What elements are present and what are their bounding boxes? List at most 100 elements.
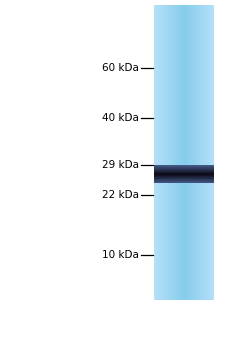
Bar: [163, 5, 164, 300]
Bar: [206, 5, 207, 300]
Bar: [210, 5, 211, 300]
Bar: [212, 5, 214, 300]
Bar: [154, 174, 214, 175]
Bar: [187, 5, 188, 300]
Bar: [155, 5, 156, 300]
Text: 10 kDa: 10 kDa: [102, 250, 139, 260]
Bar: [200, 5, 202, 300]
Bar: [188, 5, 189, 300]
Bar: [207, 5, 208, 300]
Text: 29 kDa: 29 kDa: [102, 160, 139, 170]
Bar: [174, 5, 176, 300]
Bar: [154, 172, 214, 173]
Bar: [192, 5, 193, 300]
Bar: [199, 5, 200, 300]
Bar: [154, 175, 214, 176]
Bar: [202, 5, 204, 300]
Bar: [203, 5, 205, 300]
Bar: [159, 5, 160, 300]
Bar: [182, 5, 183, 300]
Bar: [154, 172, 214, 173]
Bar: [164, 5, 166, 300]
Bar: [185, 5, 186, 300]
Bar: [154, 171, 214, 172]
Bar: [171, 5, 173, 300]
Bar: [161, 5, 162, 300]
Bar: [154, 168, 214, 169]
Bar: [189, 5, 190, 300]
Bar: [205, 5, 206, 300]
Bar: [154, 171, 214, 172]
Bar: [162, 5, 163, 300]
Bar: [194, 5, 195, 300]
Bar: [181, 5, 182, 300]
Bar: [173, 5, 175, 300]
Bar: [154, 166, 214, 167]
Bar: [154, 176, 214, 177]
Bar: [177, 5, 178, 300]
Bar: [170, 5, 171, 300]
Text: 60 kDa: 60 kDa: [102, 63, 139, 73]
Bar: [154, 182, 214, 183]
Bar: [188, 5, 190, 300]
Bar: [154, 168, 214, 169]
Bar: [154, 173, 214, 174]
Bar: [154, 169, 214, 170]
Bar: [175, 5, 176, 300]
Bar: [213, 5, 214, 300]
Bar: [162, 5, 164, 300]
Bar: [154, 170, 214, 171]
Bar: [176, 5, 177, 300]
Bar: [154, 170, 214, 171]
Bar: [157, 5, 158, 300]
Bar: [201, 5, 202, 300]
Bar: [183, 5, 184, 300]
Bar: [197, 5, 199, 300]
Bar: [154, 178, 214, 179]
Bar: [196, 5, 197, 300]
Bar: [186, 5, 187, 300]
Bar: [154, 167, 214, 168]
Bar: [209, 5, 210, 300]
Bar: [180, 5, 181, 300]
Bar: [154, 166, 214, 167]
Bar: [154, 180, 214, 181]
Bar: [154, 176, 214, 177]
Bar: [154, 175, 214, 176]
Bar: [154, 5, 155, 300]
Bar: [180, 5, 181, 300]
Bar: [173, 5, 174, 300]
Bar: [154, 167, 214, 168]
Bar: [179, 5, 180, 300]
Bar: [158, 5, 159, 300]
Bar: [154, 165, 214, 166]
Bar: [154, 181, 214, 182]
Bar: [197, 5, 198, 300]
Bar: [154, 178, 214, 179]
Bar: [168, 5, 169, 300]
Bar: [176, 5, 178, 300]
Bar: [208, 5, 209, 300]
Bar: [168, 5, 169, 300]
Bar: [178, 5, 179, 300]
Bar: [206, 5, 207, 300]
Bar: [154, 177, 214, 178]
Bar: [154, 177, 214, 178]
Bar: [154, 181, 214, 182]
Bar: [198, 5, 199, 300]
Bar: [171, 5, 172, 300]
Bar: [184, 5, 185, 300]
Bar: [167, 5, 168, 300]
Bar: [156, 5, 158, 300]
Bar: [169, 5, 170, 300]
Bar: [202, 5, 203, 300]
Bar: [204, 5, 205, 300]
Bar: [166, 5, 167, 300]
Bar: [164, 5, 165, 300]
Bar: [190, 5, 191, 300]
Bar: [156, 5, 157, 300]
Bar: [195, 5, 196, 300]
Bar: [154, 169, 214, 170]
Bar: [191, 5, 193, 300]
Bar: [212, 5, 213, 300]
